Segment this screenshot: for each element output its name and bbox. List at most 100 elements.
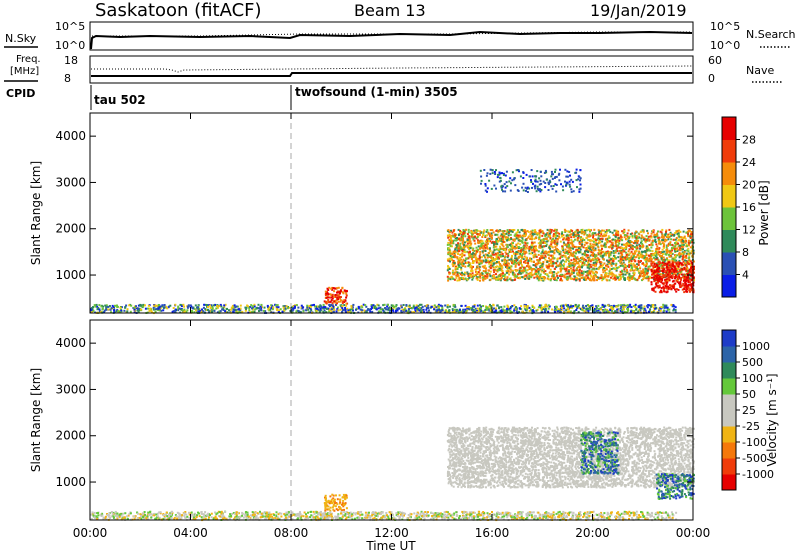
power-cell — [318, 305, 321, 308]
power-cell — [621, 250, 624, 253]
power-cell — [375, 306, 378, 309]
power-cell — [451, 311, 454, 314]
power-cell — [505, 232, 508, 235]
power-cell — [595, 258, 597, 261]
power-cell — [520, 270, 523, 273]
power-cell — [517, 250, 520, 253]
power-cell — [496, 269, 499, 272]
power-cell — [489, 240, 492, 243]
power-cell — [545, 273, 548, 276]
power-cell — [499, 239, 502, 242]
power-cell — [530, 252, 532, 255]
power-cell — [352, 303, 355, 306]
power-cell — [523, 229, 526, 232]
power-cell — [529, 273, 532, 276]
power-cell — [577, 246, 580, 249]
power-cell — [532, 242, 535, 245]
power-cell — [282, 305, 285, 308]
power-cell — [504, 255, 507, 258]
power-cell — [673, 234, 675, 237]
power-cell — [209, 310, 212, 313]
power-cell — [621, 309, 623, 312]
power-cell — [496, 304, 499, 307]
power-cell — [637, 253, 639, 256]
power-cell — [336, 308, 339, 311]
power-cell — [370, 305, 373, 308]
power-cell — [556, 250, 559, 253]
power-cell — [509, 230, 511, 233]
power-cell — [608, 270, 611, 273]
power-cell — [457, 238, 460, 241]
power-cell — [390, 304, 393, 307]
power-cell — [563, 244, 566, 246]
power-cell — [633, 266, 636, 269]
power-cell — [433, 304, 436, 307]
power-cell — [588, 271, 591, 274]
power-cell — [494, 310, 496, 313]
power-cell — [652, 231, 655, 234]
power-cell — [254, 308, 257, 311]
power-cell — [245, 306, 248, 309]
power-cell — [656, 263, 659, 266]
power-cell — [650, 258, 653, 261]
power-cell — [135, 307, 138, 310]
power-cell — [631, 248, 634, 251]
power-cell — [452, 269, 454, 272]
power-cell — [222, 309, 225, 311]
power-cell — [504, 278, 507, 281]
power-cell — [517, 239, 520, 242]
power-cell — [688, 258, 691, 261]
power-cell — [493, 253, 496, 256]
power-cell — [307, 311, 310, 314]
power-cell — [502, 308, 505, 311]
power-cell — [509, 233, 512, 236]
power-cell — [645, 260, 648, 263]
power-cell — [599, 241, 602, 244]
power-cell — [587, 309, 590, 312]
power-cell — [516, 234, 519, 237]
power-cell — [261, 306, 263, 309]
power-cell — [531, 268, 534, 270]
power-cell — [545, 238, 548, 240]
power-cell — [588, 308, 591, 311]
power-cell — [519, 260, 522, 263]
power-cell — [519, 261, 522, 264]
power-cell — [582, 270, 585, 273]
power-cell — [226, 311, 229, 314]
power-cell — [248, 309, 251, 312]
power-cell — [554, 231, 557, 234]
power-cell — [667, 259, 670, 262]
power-cell — [651, 311, 653, 313]
power-cell — [603, 305, 606, 308]
power-cell — [337, 286, 340, 289]
power-cell — [597, 233, 600, 236]
power-cell — [617, 252, 620, 255]
power-cell — [608, 229, 611, 232]
power-cell — [601, 279, 604, 282]
power-cell — [562, 249, 565, 252]
power-cell — [612, 262, 615, 265]
power-cell — [167, 306, 170, 309]
power-cell — [339, 297, 341, 300]
power-cell — [674, 311, 677, 314]
power-cell — [486, 246, 489, 249]
power-cell — [652, 254, 655, 256]
power-cell — [603, 233, 606, 236]
power-cell — [466, 307, 469, 310]
power-cell — [481, 250, 484, 253]
power-cell — [300, 304, 303, 307]
power-cell — [630, 262, 633, 265]
power-cell — [341, 311, 344, 313]
power-cell — [313, 303, 315, 306]
power-cell — [452, 242, 455, 245]
power-cell — [330, 296, 332, 299]
power-cell — [585, 274, 588, 277]
power-cell — [500, 255, 502, 258]
power-cell — [646, 229, 649, 232]
power-cell — [510, 248, 513, 251]
power-cell — [653, 233, 656, 236]
power-cell — [531, 229, 534, 232]
power-cell — [524, 309, 527, 312]
power-cell — [681, 258, 684, 261]
power-cell — [652, 239, 654, 242]
